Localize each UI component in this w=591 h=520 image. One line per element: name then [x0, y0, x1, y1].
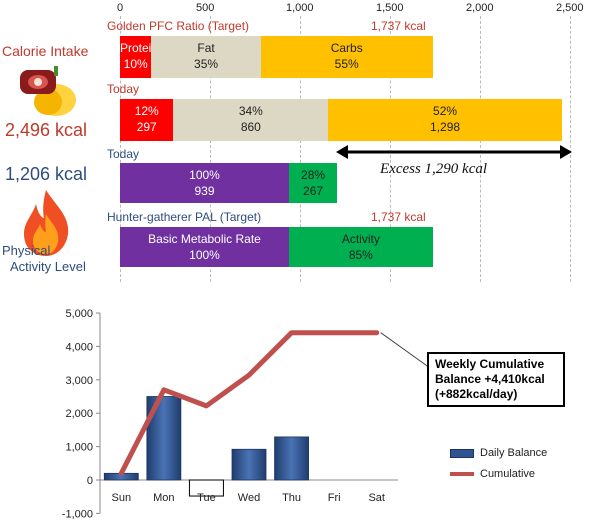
- bar-segment: Protein 10%: [120, 36, 152, 78]
- bar-segment: 52% 1,298: [328, 99, 562, 141]
- y-tick-label: 0: [87, 475, 93, 487]
- x-tick-label: Tue: [197, 492, 216, 504]
- segment-line-1: Protein: [120, 41, 152, 55]
- callout-line-1: Weekly Cumulative: [435, 357, 545, 371]
- segment-line-2: 55%: [334, 57, 359, 71]
- segment-line-1: 52%: [433, 104, 458, 118]
- callout-pointer: [380, 332, 431, 369]
- x-tick-label: Fri: [328, 492, 341, 504]
- top-gridline: [480, 16, 481, 282]
- excess-arrow: [336, 145, 572, 159]
- flame-icon: [24, 190, 69, 256]
- segment-line-1: 100%: [189, 168, 220, 182]
- top-gridline: [300, 16, 301, 282]
- y-tick-label: 1,000: [65, 442, 93, 454]
- bar-segment: 28% 267: [289, 163, 338, 203]
- callout-line-3: (+882kcal/day): [435, 387, 518, 401]
- y-tick-label: 5,000: [65, 308, 93, 320]
- burn-value: 1,206 kcal: [5, 164, 88, 184]
- row-label: Today: [107, 147, 140, 161]
- segment-line-2: 1,298: [430, 120, 461, 134]
- x-tick-label: Wed: [238, 492, 260, 504]
- segment-line-2: 297: [136, 120, 157, 134]
- calorie-intake-title: Calorie Intake: [2, 43, 89, 59]
- segment-line-1: 34%: [238, 104, 263, 118]
- segment-line-2: 860: [240, 120, 261, 134]
- row-label: Hunter-gatherer PAL (Target): [107, 210, 262, 224]
- top-tick-label: 0: [117, 2, 124, 14]
- row-total-label: 1,737 kcal: [371, 19, 426, 33]
- row-label: Today: [107, 82, 140, 96]
- x-tick-label: Mon: [153, 492, 174, 504]
- bar-segment: 12% 297: [120, 99, 174, 141]
- weekly-balance-chart: 5,000 4,000 3,000 2,000 1,000 0 -1,000 Sun Mon Tu…: [62, 308, 431, 520]
- activity-label-1: Physical: [2, 243, 51, 258]
- segment-line-1: Basic Metabolic Rate: [148, 232, 261, 246]
- bar-segment: Basic Metabolic Rate 100%: [120, 227, 290, 267]
- segment-line-2: 939: [194, 184, 215, 198]
- calorie-intake-value: 2,496 kcal: [5, 120, 88, 140]
- x-tick-label: Thu: [282, 492, 301, 504]
- cumulative-line: [118, 330, 380, 476]
- legend-label-cumulative: Cumulative: [480, 468, 536, 480]
- legend-item-cumulative: Cumulative: [450, 468, 535, 480]
- daily-balance-bar: [231, 448, 267, 481]
- bar-segment: Fat 35%: [151, 36, 261, 78]
- top-gridline: [390, 16, 391, 282]
- bar-segment: Activity 85%: [289, 227, 433, 267]
- activity-label-2: Activity Level: [10, 259, 86, 274]
- bar-segment: 34% 860: [173, 99, 329, 141]
- legend-item-daily: Daily Balance: [450, 447, 547, 459]
- row-total-label: 1,737 kcal: [371, 210, 426, 224]
- top-tick-label: 2,500: [556, 2, 584, 14]
- segment-line-1: Fat: [197, 41, 215, 55]
- y-tick-label: 3,000: [65, 375, 93, 387]
- segment-line-2: 35%: [194, 57, 219, 71]
- legend-swatch-line: [450, 472, 474, 477]
- x-tick-label: Sat: [368, 492, 385, 504]
- segment-line-1: 12%: [134, 104, 159, 118]
- segment-line-2: 100%: [189, 248, 220, 262]
- excess-label: Excess 1,290 kcal: [380, 161, 488, 177]
- top-tick-label: 1,500: [376, 2, 404, 14]
- segment-line-2: 10%: [123, 57, 148, 71]
- segment-line-1: 28%: [301, 168, 326, 182]
- top-tick-label: 1,000: [286, 2, 314, 14]
- x-tick-label: Sun: [111, 492, 131, 504]
- top-gridline: [120, 16, 121, 282]
- segment-line-2: 85%: [348, 248, 373, 262]
- daily-balance-bar: [188, 479, 224, 497]
- top-gridline: [570, 16, 571, 282]
- top-tick-label: 2,000: [466, 2, 494, 14]
- top-tick-label: 500: [196, 2, 215, 14]
- legend-swatch-bar: [450, 448, 474, 458]
- daily-balance-bar: [274, 436, 309, 481]
- y-tick-label: 2,000: [65, 408, 93, 420]
- callout-line-2: Balance +4,410kcal: [435, 372, 545, 386]
- legend-label-daily: Daily Balance: [480, 447, 548, 459]
- segment-line-2: 267: [303, 184, 324, 198]
- segment-line-1: Carbs: [330, 41, 363, 55]
- meat-fruit-icon: [20, 66, 76, 116]
- segment-line-1: Activity: [341, 232, 380, 246]
- bar-segment: 100% 939: [120, 163, 290, 203]
- y-tick-label: -1,000: [62, 508, 93, 520]
- weekly-callout: Weekly Cumulative Balance +4,410kcal (+8…: [427, 352, 565, 407]
- row-label: Golden PFC Ratio (Target): [107, 19, 250, 33]
- bar-segment: Carbs 55%: [260, 36, 433, 78]
- top-gridline: [210, 16, 211, 282]
- y-tick-label: 4,000: [65, 341, 93, 353]
